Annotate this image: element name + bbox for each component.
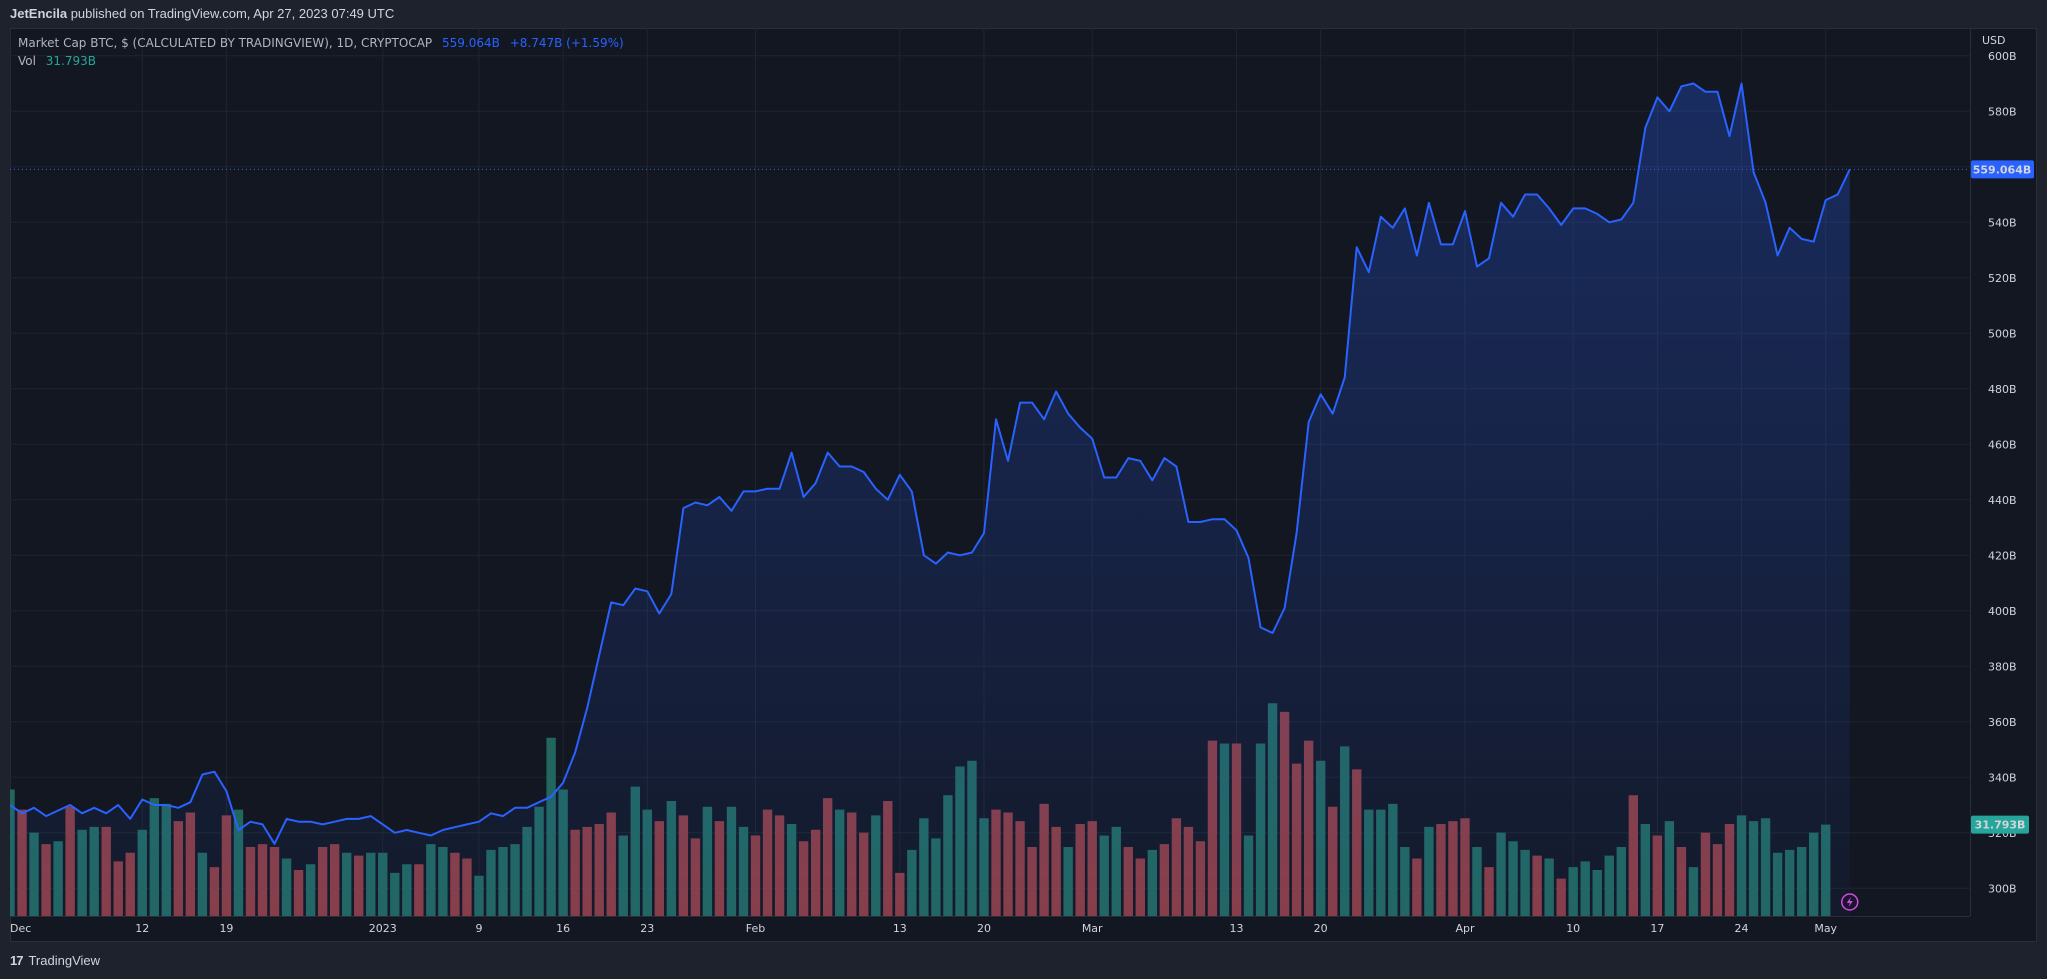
- x-tick-label: May: [1814, 922, 1837, 935]
- y-tick-label: 440B: [1988, 494, 2017, 507]
- legend-vol-value: 31.793B: [45, 54, 97, 68]
- x-tick-label: 12: [135, 922, 149, 935]
- x-tick-label: Mar: [1082, 922, 1103, 935]
- y-tick-label: 540B: [1988, 216, 2017, 229]
- x-tick-label: 2023: [369, 922, 397, 935]
- lightning-bolt-icon: [1846, 897, 1853, 907]
- x-tick-label: 20: [977, 922, 991, 935]
- legend-main-row: Market Cap BTC, $ (CALCULATED BY TRADING…: [18, 34, 624, 52]
- x-tick-label: 16: [556, 922, 570, 935]
- price-chart[interactable]: 300B320B340B360B380B400B420B440B460B480B…: [10, 28, 2037, 942]
- y-tick-label: 360B: [1988, 716, 2017, 729]
- x-tick-label: 13: [893, 922, 907, 935]
- y-tick-label: 380B: [1988, 660, 2017, 673]
- last-volume-label: 31.793B: [1975, 819, 2026, 832]
- x-tick-label: Apr: [1455, 922, 1475, 935]
- author-name[interactable]: JetEncila: [10, 6, 68, 21]
- last-price-label: 559.064B: [1973, 163, 2032, 176]
- x-tick-label: 10: [1566, 922, 1580, 935]
- y-tick-label: 460B: [1988, 438, 2017, 451]
- chart-legend: Market Cap BTC, $ (CALCULATED BY TRADING…: [18, 34, 624, 70]
- x-tick-label: 23: [640, 922, 654, 935]
- legend-change: +8.747B (+1.59%): [509, 36, 624, 50]
- legend-volume-row: Vol 31.793B: [18, 52, 624, 70]
- x-tick-label: 13: [1230, 922, 1244, 935]
- last-volume-label-bg: [1971, 815, 2029, 834]
- x-tick-label: 17: [1650, 922, 1664, 935]
- x-tick-label: Feb: [746, 922, 765, 935]
- y-tick-label: 580B: [1988, 105, 2017, 118]
- footer: 17 TradingView: [0, 942, 2047, 979]
- x-tick-label: 9: [475, 922, 482, 935]
- y-tick-label: 480B: [1988, 383, 2017, 396]
- publish-text: published on TradingView.com, Apr 27, 20…: [67, 6, 395, 21]
- currency-label: USD: [1982, 34, 2006, 47]
- legend-price: 559.064B: [442, 36, 500, 50]
- y-tick-label: 340B: [1988, 771, 2017, 784]
- x-tick-label: 24: [1735, 922, 1749, 935]
- footer-brand[interactable]: TradingView: [28, 953, 101, 968]
- y-tick-label: 300B: [1988, 882, 2017, 895]
- y-tick-label: 400B: [1988, 605, 2017, 618]
- y-tick-label: 520B: [1988, 272, 2017, 285]
- last-price-label-bg: [1971, 160, 2034, 179]
- y-tick-label: 600B: [1988, 50, 2017, 63]
- y-tick-label: 420B: [1988, 549, 2017, 562]
- price-area: [10, 83, 1850, 916]
- tradingview-logo-icon[interactable]: 17: [10, 953, 24, 968]
- x-tick-label: 19: [219, 922, 233, 935]
- x-tick-label: Dec: [10, 922, 31, 935]
- x-tick-label: 20: [1314, 922, 1328, 935]
- publish-info: JetEncila published on TradingView.com, …: [0, 0, 2047, 28]
- legend-symbol[interactable]: Market Cap BTC, $ (CALCULATED BY TRADING…: [18, 36, 433, 50]
- y-tick-label: 500B: [1988, 327, 2017, 340]
- legend-vol-label[interactable]: Vol: [18, 54, 36, 68]
- price-line[interactable]: [10, 82, 1851, 845]
